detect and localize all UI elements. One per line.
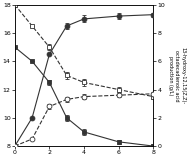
Y-axis label: 13-hydroxy-12,15(Z,Z)-
octadecadienoic acid
production (g/L): 13-hydroxy-12,15(Z,Z)- octadecadienoic a… xyxy=(168,47,185,104)
